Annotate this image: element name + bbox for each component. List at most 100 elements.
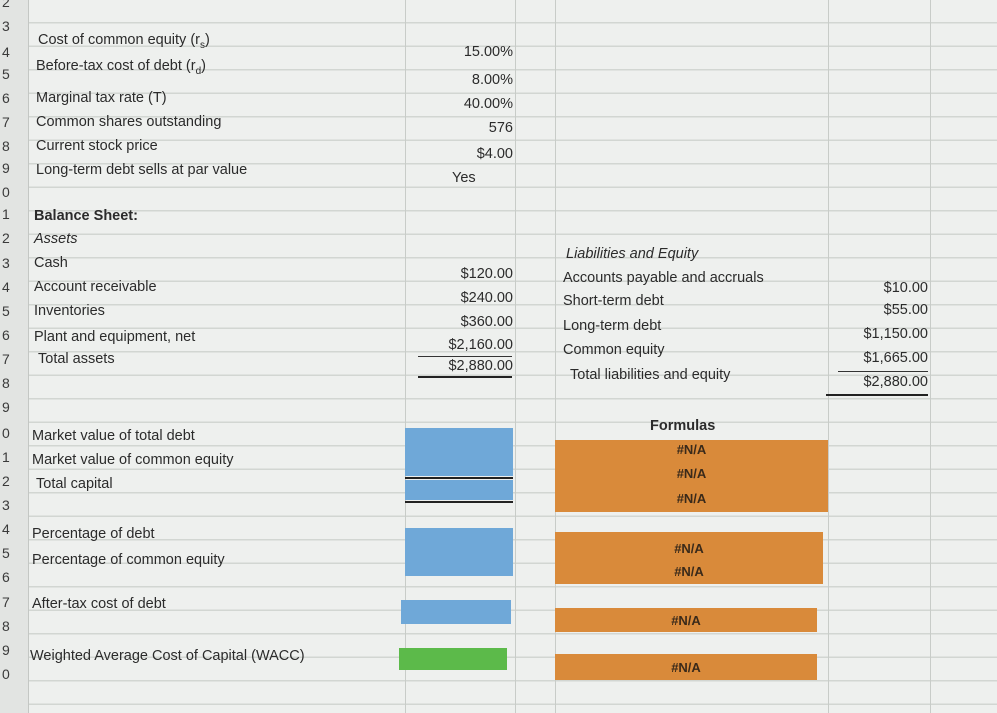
asset-label[interactable]: Plant and equipment, net (34, 329, 196, 345)
asset-label[interactable]: Total assets (38, 351, 115, 367)
total-border (826, 394, 928, 396)
liability-value[interactable]: $2,880.00 (863, 374, 928, 390)
cell-tax-rate-value[interactable]: 40.00% (463, 96, 513, 112)
formula-block-capital[interactable] (555, 440, 828, 512)
formulas-header[interactable]: Formulas (650, 418, 716, 434)
cell-tax-rate-label[interactable]: Marginal tax rate (T) (36, 90, 167, 106)
liability-label[interactable]: Long-term debt (563, 318, 662, 334)
percentage-input[interactable] (405, 528, 513, 576)
formula-na-cell[interactable]: #N/A (671, 613, 701, 628)
input-border (405, 477, 513, 479)
column-divider (930, 0, 931, 713)
row-number[interactable]: 4 (2, 44, 10, 60)
row-number[interactable]: 2 (2, 230, 10, 246)
liability-value[interactable]: $1,665.00 (863, 350, 928, 366)
row-number[interactable]: 6 (2, 90, 10, 106)
row-number[interactable]: 3 (2, 255, 10, 271)
wacc-input[interactable] (399, 648, 507, 670)
asset-value[interactable]: $2,880.00 (448, 358, 513, 374)
total-capital-input[interactable] (405, 480, 513, 500)
cell-pretax-debt-value[interactable]: 8.00% (471, 72, 513, 88)
row-number[interactable]: 7 (2, 114, 10, 130)
formula-na-cell[interactable]: #N/A (671, 660, 701, 675)
pct-debt-label[interactable]: Percentage of debt (32, 526, 155, 542)
row-number[interactable]: 0 (2, 425, 10, 441)
row-number[interactable]: 2 (2, 473, 10, 489)
total-border (418, 376, 512, 378)
cell-pretax-debt-label[interactable]: Before-tax cost of debt (rd) (36, 58, 206, 77)
pct-equity-label[interactable]: Percentage of common equity (32, 552, 225, 568)
formula-na-cell[interactable]: #N/A (676, 442, 707, 457)
asset-value[interactable]: $240.00 (460, 290, 513, 306)
row-number[interactable]: 9 (2, 160, 10, 176)
balance-sheet-title[interactable]: Balance Sheet: (34, 208, 138, 224)
liability-value[interactable]: $1,150.00 (863, 326, 928, 342)
formula-na-cell[interactable]: #N/A (676, 491, 707, 506)
row-number[interactable]: 6 (2, 569, 10, 585)
formula-na-cell[interactable]: #N/A (674, 564, 704, 579)
row-number[interactable]: 0 (2, 666, 10, 682)
cell-price-label[interactable]: Current stock price (36, 138, 158, 154)
mv-equity-label[interactable]: Market value of common equity (32, 452, 234, 468)
row-number[interactable]: 8 (2, 138, 10, 154)
asset-label[interactable]: Cash (34, 255, 68, 271)
formula-block-wacc[interactable] (555, 654, 817, 680)
row-number[interactable]: 4 (2, 279, 10, 295)
row-number[interactable]: 3 (2, 18, 10, 34)
row-number[interactable]: 5 (2, 545, 10, 561)
column-divider (405, 0, 406, 713)
row-number[interactable]: 9 (2, 399, 10, 415)
column-divider (555, 0, 556, 713)
asset-value[interactable]: $360.00 (460, 314, 513, 330)
subtotal-border (838, 371, 928, 372)
asset-label[interactable]: Inventories (34, 303, 105, 319)
mv-debt-label[interactable]: Market value of total debt (32, 428, 195, 444)
assets-header[interactable]: Assets (34, 231, 78, 247)
liability-label[interactable]: Common equity (563, 342, 665, 358)
row-number[interactable]: 7 (2, 594, 10, 610)
row-number[interactable]: 1 (2, 206, 10, 222)
aftertax-debt-label[interactable]: After-tax cost of debt (32, 596, 166, 612)
asset-value[interactable]: $120.00 (460, 266, 513, 282)
mv-debt-equity-input[interactable] (405, 428, 513, 476)
cell-shares-value[interactable]: 576 (488, 120, 513, 136)
subtotal-border (418, 356, 512, 357)
formula-na-cell[interactable]: #N/A (676, 466, 707, 481)
formula-block-aftertax[interactable] (555, 608, 817, 632)
wacc-label[interactable]: Weighted Average Cost of Capital (WACC) (30, 648, 305, 664)
row-number-gutter (0, 0, 29, 713)
liability-label[interactable]: Accounts payable and accruals (563, 270, 764, 286)
row-number[interactable]: 2 (2, 0, 10, 10)
row-number[interactable]: 9 (2, 642, 10, 658)
input-border (405, 501, 513, 503)
cell-cost-equity-value[interactable]: 15.00% (463, 44, 513, 60)
liabilities-header[interactable]: Liabilities and Equity (566, 246, 699, 262)
row-number[interactable]: 4 (2, 521, 10, 537)
liability-label[interactable]: Total liabilities and equity (570, 367, 731, 383)
row-number[interactable]: 1 (2, 449, 10, 465)
column-divider (515, 0, 516, 713)
row-number[interactable]: 0 (2, 184, 10, 200)
cell-cost-equity-label[interactable]: Cost of common equity (rs) (38, 32, 210, 51)
formula-na-cell[interactable]: #N/A (674, 541, 704, 556)
total-capital-label[interactable]: Total capital (36, 476, 113, 492)
liability-value[interactable]: $10.00 (883, 280, 928, 296)
liability-label[interactable]: Short-term debt (563, 293, 664, 309)
row-number[interactable]: 8 (2, 375, 10, 391)
row-number[interactable]: 8 (2, 618, 10, 634)
cell-price-value[interactable]: $4.00 (476, 146, 513, 162)
aftertax-debt-input[interactable] (401, 600, 511, 624)
cell-par-label[interactable]: Long-term debt sells at par value (36, 162, 248, 178)
asset-value[interactable]: $2,160.00 (448, 337, 513, 353)
liability-value[interactable]: $55.00 (883, 302, 928, 318)
row-number[interactable]: 3 (2, 497, 10, 513)
row-number[interactable]: 6 (2, 327, 10, 343)
row-number[interactable]: 5 (2, 66, 10, 82)
cell-shares-label[interactable]: Common shares outstanding (36, 114, 222, 130)
row-number[interactable]: 7 (2, 351, 10, 367)
formula-block-percentages[interactable] (555, 532, 823, 584)
asset-label[interactable]: Account receivable (34, 279, 157, 295)
cell-par-value[interactable]: Yes (452, 170, 476, 186)
row-number[interactable]: 5 (2, 303, 10, 319)
